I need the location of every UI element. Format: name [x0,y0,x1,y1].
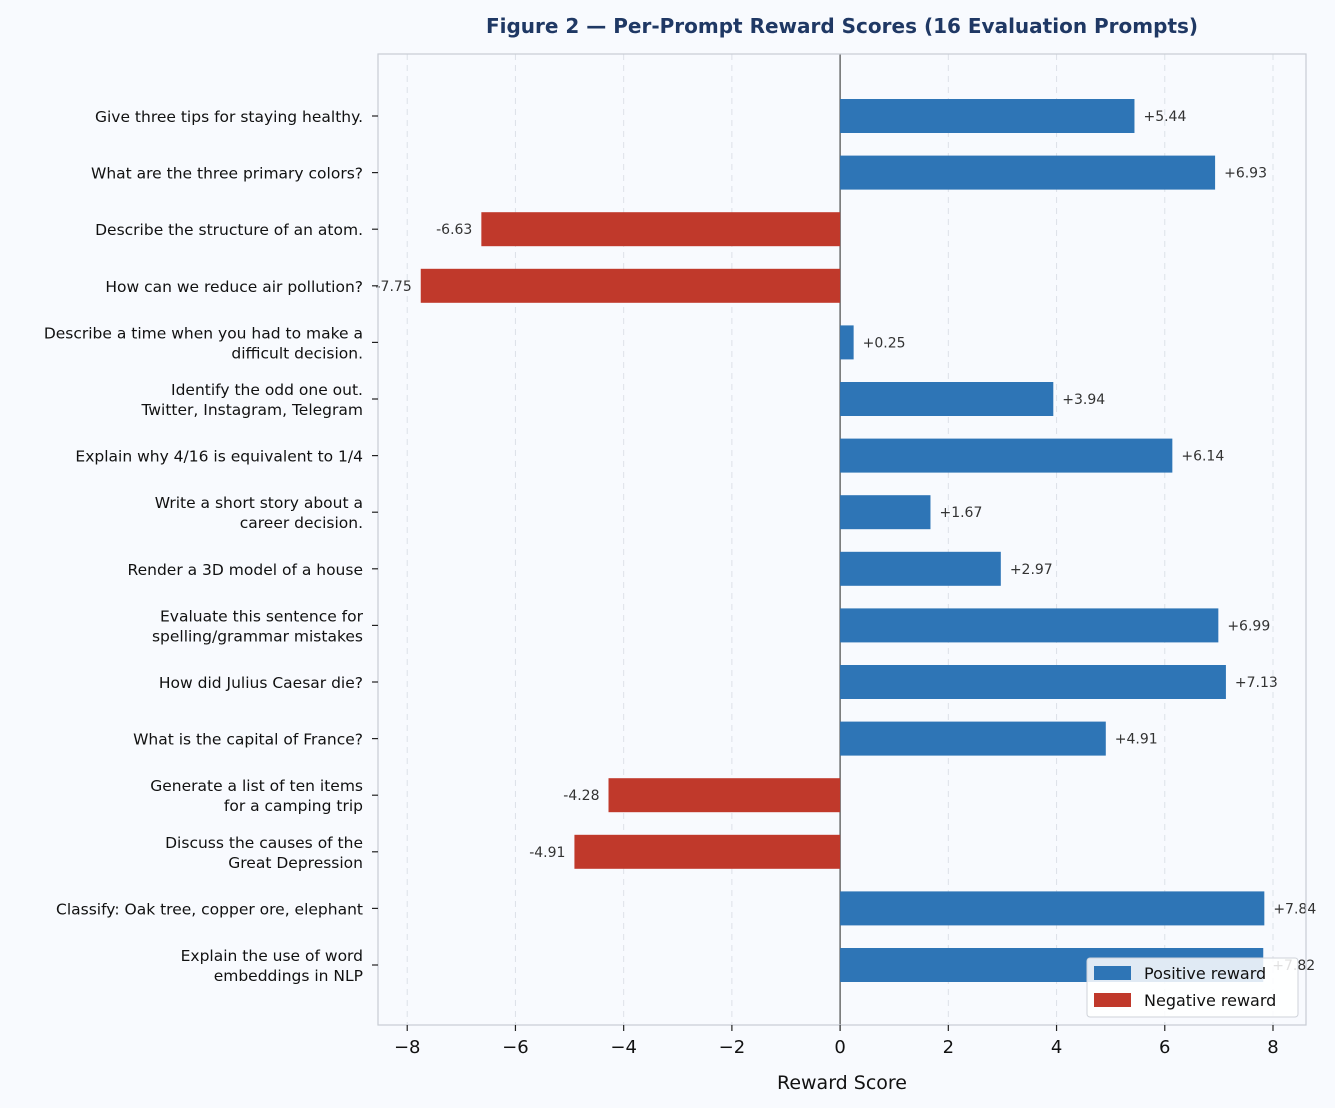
y-tick-label-line: embeddings in NLP [214,967,363,985]
data-label: -7.75 [376,279,412,295]
data-label: +1.67 [939,505,982,521]
y-tick-label: Render a 3D model of a house [128,561,363,579]
y-tick-label: Evaluate this sentence for spelling/gramm… [152,607,364,645]
legend: Positive reward Negative reward [1086,957,1299,1018]
x-tick-label: −8 [394,1037,421,1058]
data-label: +7.13 [1235,675,1278,691]
data-label: -6.63 [436,222,472,238]
y-tick-label-line: Write a short story about a [155,494,363,512]
x-tick-label: 0 [834,1037,845,1058]
y-tick-label-line: Render a 3D model of a house [128,561,363,579]
y-tick-label: How can we reduce air pollution? [105,278,363,296]
y-tick-label-line: Give three tips for staying healthy. [95,108,363,126]
y-tick-label-line: Explain the use of word [181,947,363,965]
x-tick-label: 2 [943,1037,954,1058]
y-tick-label: Describe a time when you had to make a di… [44,324,363,362]
y-tick-label-line: Identify the odd one out. [171,381,363,399]
y-tick-label: Classify: Oak tree, copper ore, elephant [56,900,363,918]
bar [840,382,1054,416]
data-label: +3.94 [1062,392,1105,408]
chart-title: Figure 2 — Per-Prompt Reward Scores (16 … [486,14,1198,38]
x-tick-label: −6 [502,1037,529,1058]
bar [840,665,1226,699]
data-label: +5.44 [1143,109,1186,125]
y-tick-label-line: Describe a time when you had to make a [44,324,363,342]
bar [840,608,1219,643]
bar [481,212,841,247]
bar [840,551,1001,586]
y-tick-label: Give three tips for staying healthy. [95,108,363,126]
bar [840,721,1106,756]
y-tick-label-line: difficult decision. [231,344,363,362]
y-axis: Give three tips for staying healthy. What… [44,108,378,985]
y-tick-label: What are the three primary colors? [91,165,363,183]
y-tick-label: Describe the structure of an atom. [95,221,363,239]
data-labels: +5.44 +6.93 -6.63 -7.75 +0.25 +3.94 +6.14 +1.67… [376,109,1317,974]
x-axis: −8 −6 −4 −2 0 2 4 6 8 [394,1025,1279,1058]
data-label: +6.14 [1181,449,1224,465]
bars [420,99,1265,982]
bar [420,268,841,303]
x-tick-label: −2 [719,1037,746,1058]
bar [574,834,841,869]
bar [840,325,854,360]
y-tick-label-line: Discuss the causes of the [165,834,363,852]
legend-label-positive: Positive reward [1144,964,1266,983]
data-label: +7.84 [1273,901,1316,917]
x-tick-label: 4 [1051,1037,1062,1058]
y-tick-label: Generate a list of ten items for a campin… [150,777,363,815]
bar [840,438,1173,473]
x-axis-label: Reward Score [777,1072,907,1094]
y-tick-label-line: How can we reduce air pollution? [105,278,363,296]
bar [608,778,841,813]
data-label: +2.97 [1010,562,1053,578]
legend-swatch-negative [1094,993,1131,1007]
data-label: +6.99 [1227,618,1270,634]
data-label: -4.91 [529,845,565,861]
data-label: +4.91 [1115,732,1158,748]
x-tick-label: 8 [1267,1037,1278,1058]
y-tick-label: Write a short story about a career decisi… [155,494,363,532]
y-tick-label-line: What is the capital of France? [133,731,363,749]
y-tick-label: Discuss the causes of the Great Depressio… [165,834,363,872]
y-tick-label-line: career decision. [240,514,363,532]
gridlines [406,54,1274,1025]
data-label: +6.93 [1224,166,1267,182]
data-label: +0.25 [863,335,906,351]
y-tick-label: What is the capital of France? [133,731,363,749]
y-tick-label: Explain why 4/16 is equivalent to 1/4 [75,448,363,466]
bar [840,495,931,530]
y-tick-label-line: What are the three primary colors? [91,165,363,183]
y-tick-label-line: Great Depression [228,854,363,872]
y-tick-label-line: for a camping trip [224,797,363,815]
data-label: -4.28 [563,788,599,804]
legend-swatch-positive [1094,966,1131,980]
y-tick-label-line: Twitter, Instagram, Telegram [140,401,363,419]
y-tick-label: Identify the odd one out. Twitter, Instag… [140,381,363,419]
x-tick-label: 6 [1159,1037,1170,1058]
bar [840,891,1265,926]
y-tick-label-line: Classify: Oak tree, copper ore, elephant [56,900,363,918]
legend-label-negative: Negative reward [1144,991,1276,1010]
y-tick-label-line: Describe the structure of an atom. [95,221,363,239]
y-tick-label-line: Evaluate this sentence for [160,607,364,625]
y-tick-label: How did Julius Caesar die? [159,674,363,692]
bar [840,155,1216,190]
y-tick-label-line: Explain why 4/16 is equivalent to 1/4 [75,448,363,466]
plot-frame [377,53,1307,1026]
legend-box [1086,957,1299,1018]
y-tick-label: Explain the use of word embeddings in NLP [181,947,363,985]
bar [840,99,1135,133]
y-tick-label-line: Generate a list of ten items [150,777,363,795]
y-tick-label-line: How did Julius Caesar die? [159,674,363,692]
y-tick-label-line: spelling/grammar mistakes [152,627,363,645]
x-tick-label: −4 [610,1037,637,1058]
